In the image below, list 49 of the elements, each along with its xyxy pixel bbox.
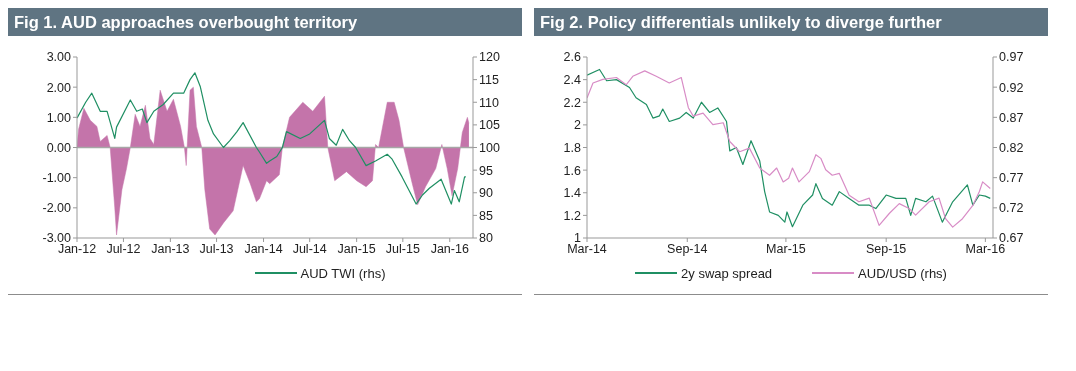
y2-tick-label: 0.72 xyxy=(999,201,1024,216)
x-tick-label: Jul-12 xyxy=(106,241,141,256)
y2-tick-label: 0.97 xyxy=(999,50,1024,65)
x-tick-label: Sep-15 xyxy=(866,241,907,256)
y2-tick-label: 95 xyxy=(479,163,493,178)
y2-tick-label: 90 xyxy=(479,186,493,201)
y-tick-label: 1.8 xyxy=(563,140,582,155)
y-tick-label: -1.00 xyxy=(42,171,72,186)
x-tick-label: Jan-12 xyxy=(57,241,97,256)
y-tick-label: 1.4 xyxy=(563,186,582,201)
y-tick-label: 2.2 xyxy=(563,95,582,110)
x-tick-label: Mar-14 xyxy=(567,241,607,256)
x-tick-label: Jul-14 xyxy=(292,241,327,256)
y2-tick-label: 110 xyxy=(479,95,499,110)
x-tick-label: Mar-15 xyxy=(766,241,806,256)
line-series xyxy=(77,72,467,205)
y-tick-label: 1.00 xyxy=(46,110,72,125)
y-tick-label: 2 xyxy=(574,118,582,133)
chart-title: Fig 1. AUD approaches overbought territory xyxy=(8,8,522,36)
legend-label: AUD TWI (rhs) xyxy=(300,265,386,281)
y2-tick-label: 105 xyxy=(479,118,500,133)
y-tick-label: 3.00 xyxy=(46,50,72,65)
y2-tick-label: 0.82 xyxy=(999,140,1024,155)
legend-label: 2y swap spread xyxy=(681,265,773,281)
x-tick-label: Jul-13 xyxy=(199,241,234,256)
x-tick-label: Jan-15 xyxy=(337,241,376,256)
x-tick-label: Jan-13 xyxy=(151,241,190,256)
y2-tick-label: 0.77 xyxy=(999,171,1024,186)
legend-label: AUD/USD (rhs) xyxy=(858,265,947,281)
y2-tick-label: 115 xyxy=(479,73,499,88)
y2-tick-label: 0.92 xyxy=(999,80,1024,95)
y-tick-label: -2.00 xyxy=(42,201,72,216)
y-tick-label: 2.00 xyxy=(46,80,72,95)
x-tick-label: Jan-16 xyxy=(430,241,469,256)
y2-tick-label: 120 xyxy=(479,50,500,65)
x-tick-label: Jul-15 xyxy=(385,241,420,256)
y2-tick-label: 0.87 xyxy=(999,110,1024,125)
y2-tick-label: 100 xyxy=(479,140,500,155)
y-tick-label: 2.6 xyxy=(563,50,582,65)
x-tick-label: Sep-14 xyxy=(667,241,708,256)
x-tick-label: Mar-16 xyxy=(965,241,1006,256)
x-tick-label: Jan-14 xyxy=(244,241,283,256)
y2-tick-label: 85 xyxy=(479,208,493,223)
y-tick-label: 1.6 xyxy=(563,163,582,178)
y-tick-label: 2.4 xyxy=(563,73,582,88)
y-tick-label: 1.2 xyxy=(563,208,582,223)
y-tick-label: 0.00 xyxy=(46,140,72,155)
y2-tick-label: 80 xyxy=(479,231,493,246)
chart-title: Fig 2. Policy differentials unlikely to diverge further xyxy=(534,8,1048,36)
